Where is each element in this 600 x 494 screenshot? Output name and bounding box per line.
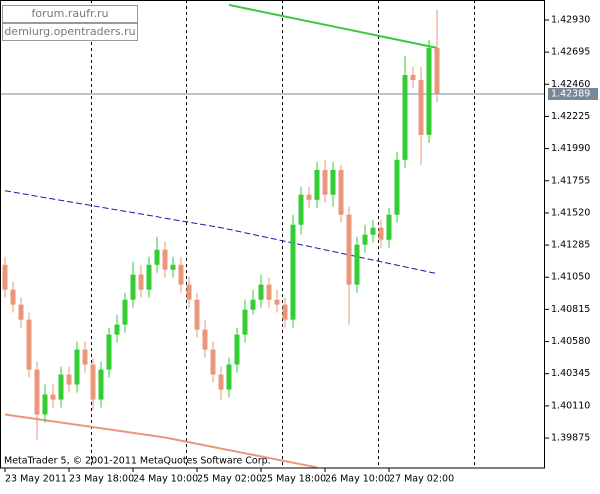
- candle-body: [178, 264, 184, 285]
- candle-body: [418, 79, 424, 135]
- candle-body: [330, 169, 336, 195]
- candle-body: [162, 249, 168, 270]
- candle-body: [274, 299, 280, 305]
- x-tick-label: 24 May 10:00: [133, 474, 198, 485]
- y-tick-label: 1.41050: [551, 272, 590, 283]
- candle-body: [202, 329, 208, 350]
- candle-body: [138, 274, 144, 290]
- candle-body: [74, 349, 80, 385]
- candle-body: [290, 224, 296, 320]
- candle-body: [322, 169, 328, 195]
- candle-body: [346, 214, 352, 285]
- y-tick-label: 1.40815: [551, 304, 590, 315]
- watermark-box: [2, 23, 138, 41]
- candle-body: [370, 227, 376, 235]
- x-tick-label: 25 May 18:00: [261, 474, 326, 485]
- candle-body: [258, 284, 264, 300]
- candle-body: [234, 334, 240, 365]
- candle-body: [266, 284, 272, 300]
- candle-body: [298, 194, 304, 225]
- candle-body: [170, 264, 176, 270]
- y-tick-label: 1.41520: [551, 207, 590, 218]
- y-tick-label: 1.40345: [551, 368, 590, 379]
- candle-body: [434, 47, 440, 94]
- x-tick-label: 23 May 18:00: [69, 474, 134, 485]
- candle-body: [50, 394, 56, 400]
- candle-body: [194, 299, 200, 330]
- indicator-line: [4, 190, 438, 275]
- y-tick-label: 1.40580: [551, 336, 590, 347]
- indicator-line: [4, 413, 318, 469]
- candle-body: [394, 159, 400, 215]
- y-tick-label: 1.42695: [551, 47, 590, 58]
- candle-body: [402, 74, 408, 160]
- candle-body: [10, 289, 16, 305]
- candle-body: [314, 169, 320, 200]
- candle-body: [26, 319, 32, 370]
- indicator-line: [228, 3, 438, 49]
- candle-body: [186, 284, 192, 300]
- x-tick-label: 27 May 02:00: [389, 474, 454, 485]
- watermark-box: [2, 5, 138, 23]
- candle-body: [242, 309, 248, 335]
- candle-body: [354, 244, 360, 285]
- y-tick-label: 1.42225: [551, 111, 590, 122]
- watermark: forum.raufr.ru: [32, 7, 109, 20]
- y-tick-label: 1.41755: [551, 175, 590, 186]
- candle-body: [218, 374, 224, 390]
- candle-body: [34, 369, 40, 415]
- y-tick-label: 1.41990: [551, 143, 590, 154]
- candle-body: [306, 194, 312, 200]
- plot: [0, 3, 545, 469]
- y-tick-label: 1.41285: [551, 240, 590, 251]
- candle-body: [58, 374, 64, 400]
- candle-body: [250, 299, 256, 310]
- current-price-label: 1.42389: [551, 89, 590, 100]
- candle-body: [154, 249, 160, 265]
- candle-body: [282, 304, 288, 320]
- candle-body: [106, 334, 112, 370]
- watermark: demiurg.opentraders.ru: [4, 25, 135, 38]
- candle-body: [146, 264, 152, 290]
- x-tick-label: 26 May 10:00: [325, 474, 390, 485]
- y-tick-label: 1.42930: [551, 14, 590, 25]
- candle-body: [114, 324, 120, 335]
- candle-body: [18, 304, 24, 320]
- candle-body: [98, 369, 104, 400]
- candle-body: [82, 349, 88, 365]
- plot-frame: [0, 0, 545, 469]
- candle-body: [362, 234, 368, 245]
- candle-body: [2, 264, 8, 290]
- candle-body: [210, 349, 216, 375]
- candle-body: [426, 47, 432, 135]
- candle-body: [378, 227, 384, 240]
- candle-body: [90, 364, 96, 400]
- candle-body: [386, 214, 392, 240]
- x-tick-label: 23 May 2011: [5, 474, 67, 485]
- candle-body: [122, 299, 128, 325]
- y-tick-label: 1.42460: [551, 79, 590, 90]
- y-tick-label: 1.39875: [551, 433, 590, 444]
- footer: MetaTrader 5, © 2001-2011 MetaQuotes Sof…: [4, 456, 271, 467]
- candle-body: [42, 394, 48, 415]
- y-tick-label: 1.40110: [551, 400, 590, 411]
- candle-body: [410, 74, 416, 80]
- candle-body: [130, 274, 136, 300]
- current-price-box: [548, 88, 598, 101]
- candle-body: [338, 169, 344, 215]
- x-tick-label: 25 May 02:00: [197, 474, 262, 485]
- candle-body: [66, 374, 72, 385]
- candle-body: [226, 364, 232, 390]
